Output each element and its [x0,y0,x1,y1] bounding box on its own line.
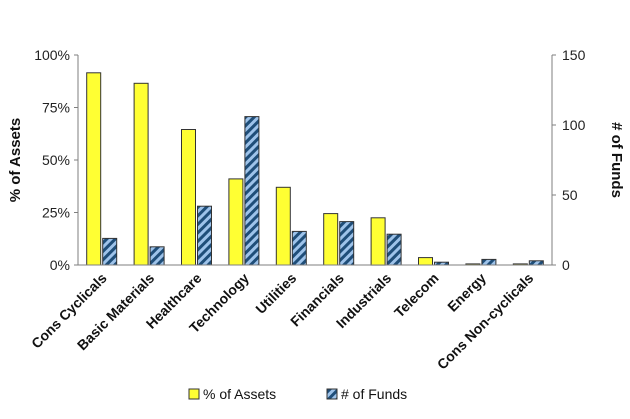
bar-assets [370,217,386,266]
bar-assets [275,186,291,266]
y-axis-left-title: % of Assets [7,118,24,202]
legend: % of Assets # of Funds [188,386,407,402]
bar-funds [244,116,260,266]
bar-funds [481,258,497,266]
bar-funds [339,221,355,266]
legend-label-funds: # of Funds [341,386,407,402]
bar-assets [86,72,102,266]
y-axis-right-title: # of Funds [608,122,625,198]
right-tick-label: 0 [562,257,570,273]
left-tick-label: 50% [42,152,70,168]
plot-area [86,72,544,266]
right-tick-label: 50 [562,187,578,203]
left-tick-label: 0% [50,257,70,273]
bar-funds [386,233,402,266]
category-label: Energy [444,270,489,315]
bar-funds [291,230,307,266]
bar-funds [149,246,165,266]
category-label: Telecom [391,270,442,321]
category-label: Utilities [252,270,299,317]
right-tick-label: 150 [562,47,586,63]
bar-assets [323,213,339,266]
left-tick-label: 75% [42,100,70,116]
bar-assets [228,178,244,266]
legend-label-assets: % of Assets [203,386,276,402]
bar-funds [528,260,544,266]
left-tick-label: 25% [42,205,70,221]
bar-assets [133,82,149,266]
right-tick-label: 100 [562,117,586,133]
bar-funds [197,205,212,266]
left-axis-ticks: 0% 25% 50% 75% 100% [34,47,78,273]
legend-swatch-funds [326,388,338,400]
category-label: Cons Non-cyclicals [434,270,537,373]
bar-assets [418,257,433,266]
bar-assets [181,129,196,266]
right-axis-ticks: 0 50 100 150 [552,47,586,273]
bar-funds [102,237,118,266]
left-tick-label: 100% [34,47,70,63]
legend-swatch-assets [188,388,200,400]
